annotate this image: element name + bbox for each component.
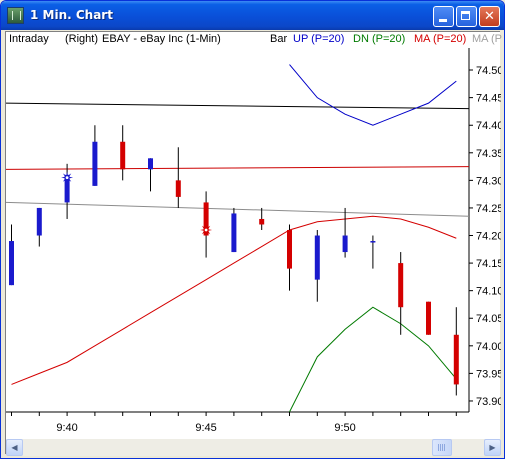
candle-body — [259, 218, 265, 225]
chart-area[interactable]: Intraday (Right) EBAY - eBay Inc (1-Min)… — [5, 31, 502, 454]
minimize-icon — [439, 19, 447, 22]
candle-body — [398, 263, 404, 308]
price-tick-label: 73.90 — [476, 396, 501, 408]
red-star-marker — [200, 224, 213, 236]
candle-body — [36, 207, 42, 236]
candle-body — [342, 235, 348, 253]
price-tick-label: 73.95 — [476, 368, 501, 380]
maximize-icon — [461, 11, 470, 20]
ma-legend: MA (P=20) — [414, 33, 467, 45]
close-icon: ✕ — [484, 9, 495, 24]
time-tick-label: 9:50 — [334, 422, 355, 434]
candlestick-chart: 73.90 73.95 74.00 74.05 74.10 74.15 74.20 74.25… — [6, 48, 501, 434]
candle-body — [287, 230, 292, 269]
title-bar[interactable]: 1 Min. Chart ✕ — [1, 1, 504, 30]
candle-body — [9, 241, 14, 286]
symbol-label: EBAY - eBay Inc (1-Min) — [102, 33, 221, 45]
candle-body — [120, 141, 126, 170]
candle-body — [148, 158, 153, 170]
maximize-button[interactable] — [456, 6, 477, 27]
scroll-right-button[interactable]: ▶ — [484, 439, 501, 456]
dn-series-line — [289, 306, 457, 412]
black-level-line — [6, 102, 470, 110]
price-tick-label: 74.00 — [476, 341, 501, 353]
up-series-line — [289, 64, 457, 126]
candle-body — [64, 174, 70, 203]
chart-app-icon[interactable] — [7, 7, 24, 24]
candle-body — [92, 141, 98, 186]
horizontal-scrollbar[interactable]: ◀ ▶ — [6, 439, 501, 456]
candle-body — [203, 202, 209, 236]
chart-header: Intraday (Right) EBAY - eBay Inc (1-Min)… — [6, 32, 502, 48]
ma2-legend: MA (P — [472, 33, 502, 45]
time-tick-label: 9:45 — [195, 422, 216, 434]
candle-body — [314, 235, 320, 280]
window-title: 1 Min. Chart — [30, 8, 113, 22]
red-level-line — [6, 166, 470, 170]
candle-body — [231, 213, 237, 253]
blue-star-marker-highlight — [65, 176, 69, 180]
gray-level-line — [6, 201, 470, 217]
price-tick-label: 74.05 — [476, 313, 501, 325]
price-tick-label: 74.10 — [476, 286, 501, 298]
up-legend: UP (P=20) — [293, 33, 345, 45]
price-tick-label: 74.35 — [476, 148, 501, 160]
price-tick-label: 74.50 — [476, 65, 501, 77]
price-tick-label: 74.30 — [476, 175, 501, 187]
time-tick-label: 9:40 — [56, 422, 77, 434]
red-star-marker-highlight — [204, 228, 208, 232]
axis-side-label: (Right) — [65, 33, 99, 45]
dn-legend: DN (P=20) — [353, 33, 406, 45]
candle-body — [175, 180, 181, 197]
minimize-button[interactable] — [433, 6, 454, 27]
candle-body — [453, 334, 459, 385]
price-tick-label: 74.25 — [476, 203, 501, 215]
mode-label: Intraday — [9, 33, 49, 45]
close-button[interactable]: ✕ — [479, 6, 500, 27]
price-tick-label: 74.45 — [476, 93, 501, 105]
price-tick-label: 74.15 — [476, 258, 501, 270]
price-tick-label: 74.40 — [476, 120, 501, 132]
ma-series-line — [11, 215, 457, 385]
scroll-thumb[interactable] — [432, 439, 452, 456]
candle-body — [370, 241, 376, 243]
scroll-left-button[interactable]: ◀ — [6, 439, 23, 456]
blue-star-marker — [61, 171, 74, 184]
candle-body — [426, 301, 431, 335]
bar-label: Bar — [270, 33, 288, 45]
price-tick-label: 74.20 — [476, 231, 501, 243]
